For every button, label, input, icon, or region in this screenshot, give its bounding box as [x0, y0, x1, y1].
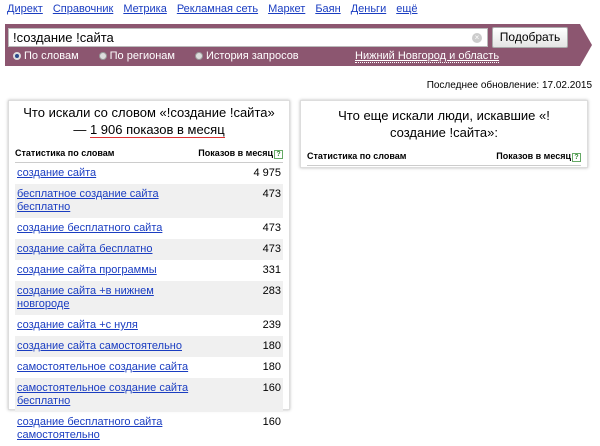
nav-link[interactable]: Баян	[315, 3, 341, 15]
table-row: создание сайта самостоятельно 180	[15, 336, 283, 357]
table-row: создание сайта 4 975	[15, 163, 283, 184]
impressions: 239	[262, 319, 281, 331]
table-row: самостоятельное создание сайта бесплатно…	[15, 378, 283, 412]
col-impressions: Показов в месяц	[496, 151, 571, 161]
mode-radio[interactable]: История запросов	[195, 50, 299, 62]
query-link[interactable]: создание сайта программы	[17, 264, 157, 276]
query-link[interactable]: создание сайта +в нижнем новгороде	[17, 285, 154, 310]
nav-link[interactable]: Маркет	[268, 3, 306, 15]
help-icon[interactable]: ?	[572, 153, 581, 162]
impressions: 473	[262, 188, 281, 200]
query-link[interactable]: самостоятельное создание сайта бесплатно	[17, 382, 189, 407]
impressions: 180	[262, 361, 281, 373]
table-row: создание сайта бесплатно 473	[15, 239, 283, 260]
impressions: 283	[262, 285, 281, 297]
impressions: 473	[262, 243, 281, 255]
mode-radio[interactable]: По словам	[13, 50, 79, 62]
impressions: 160	[262, 416, 281, 428]
help-icon[interactable]: ?	[274, 150, 283, 159]
col-words: Статистика по словам	[307, 151, 407, 161]
col-words: Статистика по словам	[15, 148, 115, 158]
query-link[interactable]: создание бесплатного сайта самостоятельн…	[17, 416, 163, 441]
query-link[interactable]: создание бесплатного сайта	[17, 222, 163, 234]
table-row: создание сайта +с нуля 239	[15, 315, 283, 336]
impressions: 4 975	[253, 167, 281, 179]
top-nav: Директ Справочник Метрика Рекламная сеть Мар…	[7, 3, 418, 15]
impressions: 160	[262, 382, 281, 394]
query-link[interactable]: создание сайта +с нуля	[17, 319, 138, 331]
query-link[interactable]: создание сайта самостоятельно	[17, 340, 182, 352]
related-panel: Что еще искали люди, искавшие «!создание…	[300, 100, 588, 168]
search-input-value: !создание !сайта	[13, 30, 114, 45]
mode-radios: По словам По регионам История запросов	[13, 50, 299, 62]
nav-link[interactable]: Директ	[7, 3, 43, 15]
search-bar: !создание !сайта × Подобрать По словам По …	[5, 24, 592, 66]
search-input[interactable]: !создание !сайта ×	[8, 28, 488, 47]
table-row: создание бесплатного сайта 473	[15, 218, 283, 239]
table-row: создание бесплатного сайта самостоятельн…	[15, 412, 283, 446]
nav-link[interactable]: Рекламная сеть	[176, 3, 259, 15]
table-row: создание сайта программы 331	[15, 260, 283, 281]
query-link[interactable]: создание сайта	[17, 167, 97, 179]
table-header: Статистика по словам Показов в месяц?	[15, 148, 283, 163]
radio-label: История запросов	[206, 50, 299, 62]
table-header: Статистика по словам Показов в месяц?	[307, 151, 581, 166]
words-panel: Что искали со словом «!создание !сайта» …	[8, 100, 290, 441]
impressions: 180	[262, 340, 281, 352]
mode-radio[interactable]: По регионам	[98, 50, 175, 62]
nav-link[interactable]: Справочник	[52, 3, 114, 15]
radio-label: По словам	[24, 50, 79, 62]
last-update: Последнее обновление: 17.02.2015	[426, 80, 592, 91]
query-link[interactable]: самостоятельное создание сайта	[17, 361, 189, 373]
query-link[interactable]: создание сайта бесплатно	[17, 243, 153, 255]
nav-link[interactable]: Деньги	[350, 3, 387, 15]
clear-icon[interactable]: ×	[472, 33, 482, 43]
col-impressions: Показов в месяц	[198, 148, 273, 158]
table-row: бесплатное создание сайта бесплатно 473	[15, 184, 283, 218]
table-row: создание сайта +в нижнем новгороде 283	[15, 281, 283, 315]
radio-icon[interactable]	[195, 52, 203, 60]
title-text: Что искали со словом «!создание !сайта» …	[23, 105, 275, 137]
nav-link[interactable]: Метрика	[123, 3, 167, 15]
region-link[interactable]: Нижний Новгород и область	[355, 50, 500, 63]
impressions: 331	[262, 264, 281, 276]
panel-title: Что еще искали люди, искавшие «!создание…	[338, 108, 550, 140]
impressions: 473	[262, 222, 281, 234]
radio-icon[interactable]	[13, 52, 21, 60]
table-row: самостоятельное создание сайта 180	[15, 357, 283, 378]
nav-link[interactable]: ещё	[396, 3, 418, 15]
radio-label: По регионам	[109, 50, 175, 62]
query-link[interactable]: бесплатное создание сайта бесплатно	[17, 188, 159, 213]
radio-icon[interactable]	[98, 52, 107, 60]
impressions-total: 1 906 показов в месяц	[89, 122, 225, 138]
panel-title: Что искали со словом «!создание !сайта» …	[9, 101, 289, 138]
submit-button[interactable]: Подобрать	[492, 27, 568, 48]
table-body: создание сайта 4 975 бесплатное создание с…	[9, 163, 289, 446]
